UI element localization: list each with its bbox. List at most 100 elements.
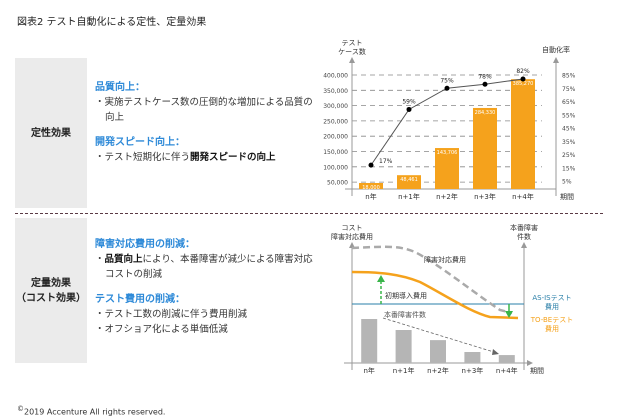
automation-rate-label: 75% [440, 77, 454, 84]
y-axis-left-label: ケース数 [338, 47, 366, 56]
x-tick-label: n年 [363, 366, 374, 375]
y-tick-right: 85% [562, 73, 576, 80]
incident-cost-curve [351, 245, 513, 315]
speed-item: ・テスト短期化に伴う開発スピードの向上 [95, 152, 276, 163]
bar [397, 175, 421, 189]
y-axis-right-label: 自動化率 [542, 45, 570, 54]
y-axis-left-label: テスト [342, 39, 363, 47]
quality-item: ・実施テストケース数の圧倒的な増加による品質の向上 [95, 97, 313, 123]
quality-heading: 品質向上： [95, 82, 145, 93]
initial-cost-label: 初期導入費用 [385, 291, 427, 300]
quantitative-text-block: 障害対応費用の削減： ・品質向上により、本番障害が減少による障害対応コストの削減… [95, 237, 315, 337]
incident-trend-arrow [492, 349, 499, 355]
y-tick-left: 100,000 [323, 164, 348, 171]
y-tick-right: 25% [562, 152, 576, 159]
y-axis-left-arrow [349, 57, 355, 63]
y-tick-right: 55% [562, 112, 576, 119]
section-divider [15, 213, 603, 214]
automation-rate-point [520, 76, 526, 82]
x-tick-label: n+3年 [474, 192, 496, 201]
x-tick-label: n+1年 [398, 192, 420, 201]
bar [359, 183, 383, 189]
copyright: ©2019 Accenture All rights reserved. [17, 405, 166, 417]
x-tick-label: n+2年 [427, 366, 449, 375]
qualitative-label-box: 定性効果 [15, 58, 87, 208]
bar-value-label: 18,000 [362, 185, 380, 191]
incident-bar [361, 319, 378, 363]
bar-value-label: 385,270 [513, 81, 534, 87]
savings-arrow-head [505, 311, 513, 318]
y-axis-right-arrow [521, 242, 527, 248]
asis-cost-label: AS-ISテスト [532, 294, 571, 302]
tobe-cost-curve [351, 270, 519, 320]
y-tick-left: 350,000 [323, 88, 348, 95]
automation-rate-point [482, 81, 488, 87]
y-tick-left: 50,000 [327, 180, 348, 187]
initial-cost-arrow-head [377, 275, 385, 282]
asis-cost-label: 費用 [545, 302, 559, 311]
incident-bar [498, 355, 515, 363]
y-tick-right: 65% [562, 99, 576, 106]
qualitative-text-block: 品質向上： ・実施テストケース数の圧倒的な増加による品質の向上 開発スピード向上… [95, 80, 315, 165]
bar [473, 107, 497, 189]
y-axis-left-label: 障害対応費用 [331, 232, 373, 241]
incident-count-label: 本番障害件数 [384, 310, 426, 319]
y-axis-right-label: 本番障害 [510, 223, 538, 232]
y-tick-right: 75% [562, 86, 576, 93]
y-tick-right: 35% [562, 139, 576, 146]
incident-cost-item: ・品質向上により、本番障害が減少による障害対応コストの削減 [95, 254, 313, 280]
automation-rate-label: 17% [379, 158, 393, 165]
incident-cost-label: 障害対応費用 [424, 255, 466, 264]
test-cost-heading: テスト費用の削減： [95, 294, 185, 305]
y-axis-right-label: 件数 [517, 232, 531, 241]
automation-rate-label: 59% [402, 98, 416, 105]
quantitative-label: 定量効果 [31, 277, 71, 289]
incident-bar [430, 340, 446, 363]
quantitative-sublabel: （コスト効果） [16, 292, 86, 304]
x-axis-arrow [527, 360, 533, 366]
x-tick-label: n+2年 [436, 192, 458, 201]
automation-rate-point [444, 85, 450, 91]
x-tick-label: n年 [365, 192, 376, 201]
automation-rate-label: 78% [478, 73, 492, 80]
test-case-chart: 400,000 350,000 300,000 250,000 200,000 150,0… [323, 39, 575, 201]
y-tick-right: 5% [562, 179, 572, 186]
bar-value-label: 143,706 [437, 150, 458, 156]
bar-value-label: 284,330 [475, 110, 496, 116]
x-axis-label: 期間 [560, 193, 574, 201]
automation-rate-point [406, 106, 412, 112]
x-tick-label: n+4年 [496, 366, 518, 375]
y-tick-left: 200,000 [323, 134, 348, 141]
y-tick-right: 15% [562, 165, 576, 172]
y-tick-left: 400,000 [323, 73, 348, 80]
bar [511, 79, 535, 189]
speed-heading: 開発スピード向上： [95, 137, 185, 148]
x-axis-label: 期間 [530, 367, 544, 375]
x-tick-label: n+3年 [462, 366, 484, 375]
y-tick-right: 45% [562, 126, 576, 133]
figure-title: 図表2 テスト自動化による定性、定量効果 [17, 17, 207, 28]
test-cost-item-2: ・オフショア化による単価低減 [95, 324, 228, 335]
y-tick-left: 300,000 [323, 103, 348, 110]
bar-value-label: 48,461 [400, 177, 418, 183]
automation-rate-point [368, 162, 374, 168]
quantitative-label-box: 定量効果 （コスト効果） [15, 218, 87, 363]
tobe-cost-label: 費用 [545, 324, 559, 333]
bar [435, 148, 459, 189]
y-axis-right-arrow [553, 57, 559, 63]
tobe-cost-label: TO-BEテスト [530, 316, 573, 324]
y-tick-left: 150,000 [323, 149, 348, 156]
automation-rate-label: 82% [516, 68, 530, 75]
x-tick-label: n+4年 [512, 192, 534, 201]
x-tick-label: n+1年 [393, 366, 415, 375]
y-axis-left-label: コスト [342, 224, 363, 232]
y-axis-left-arrow [349, 242, 355, 248]
incident-cost-heading: 障害対応費用の削減： [95, 239, 195, 250]
y-tick-left: 250,000 [323, 118, 348, 125]
test-cost-item-1: ・テスト工数の削減に伴う費用削減 [95, 309, 248, 320]
incident-bar [395, 330, 412, 363]
incident-bar [464, 352, 481, 363]
qualitative-label: 定性効果 [31, 127, 71, 139]
